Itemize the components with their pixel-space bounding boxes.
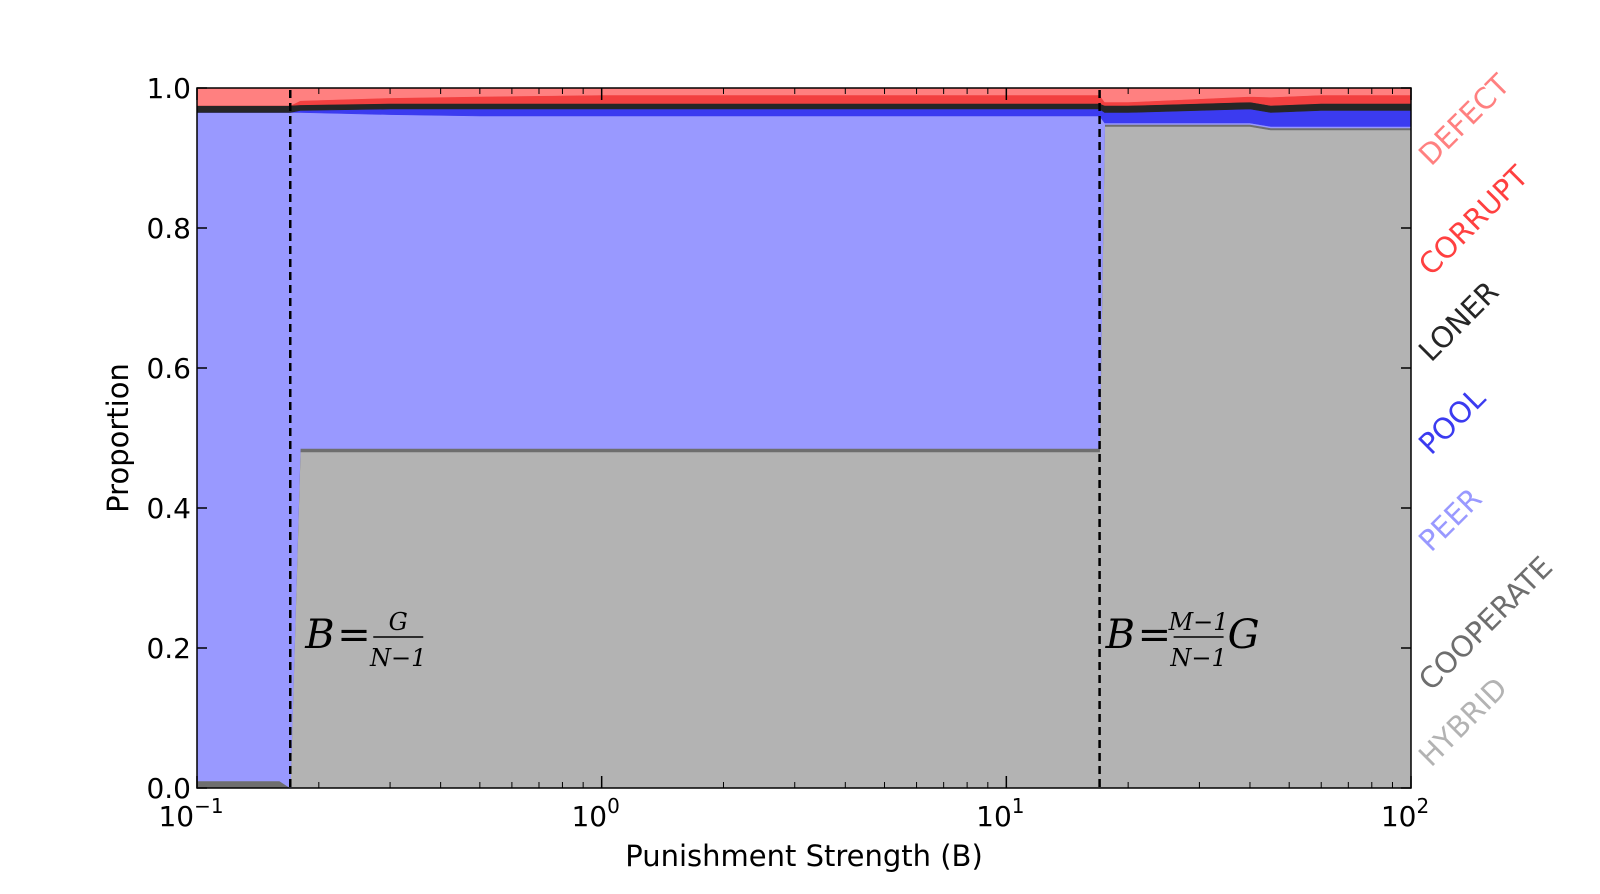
plot-frame (196, 87, 1412, 789)
y-tick-label: 0.2 (146, 632, 191, 665)
fraction-numerator: G (389, 608, 408, 636)
x-axis: 10−1 100 101 102 (158, 88, 1429, 833)
y-tick-label: 0.8 (146, 212, 191, 245)
threshold-annotation-2: B =M−1 N−1 G (1105, 608, 1260, 672)
legend-loner: LONER (1412, 275, 1505, 368)
annotation-lhs: B (1105, 612, 1135, 658)
fraction-numerator: M−1 (1168, 608, 1229, 636)
annotation-equals: = (1138, 612, 1172, 658)
x-tick-label: 102 (1381, 794, 1429, 833)
fraction-denominator: N−1 (1169, 644, 1226, 672)
x-tick-label: 100 (571, 794, 619, 833)
legend-corrupt: CORRUPT (1412, 159, 1535, 282)
annotation-equals: = (337, 612, 371, 658)
legend-peer: PEER (1412, 481, 1489, 558)
annotation-lhs: B (304, 612, 334, 658)
fraction-denominator: N−1 (369, 644, 426, 672)
x-tick-label: 101 (976, 794, 1024, 833)
area-layers (196, 87, 1412, 789)
annotation-suffix: G (1228, 612, 1260, 658)
legend-pool: POOL (1412, 381, 1492, 461)
threshold-annotation-1: B = G N−1 (304, 608, 426, 672)
legend: DEFECTCORRUPTLONERPOOLPEERCOOPERATEHYBRI… (1412, 67, 1559, 773)
y-tick-label: 1.0 (146, 72, 191, 105)
y-axis-title: Proportion (101, 363, 135, 513)
y-tick-label: 0.0 (146, 772, 191, 805)
y-tick-label: 0.6 (146, 352, 191, 385)
x-tick-label: 10−1 (158, 794, 223, 833)
annotations: B = GN−1 B =M−1N−1 G (304, 608, 1259, 672)
y-axis: 0.0 0.2 0.4 0.6 0.8 1.0 (146, 72, 1411, 805)
legend-defect: DEFECT (1412, 67, 1517, 172)
y-tick-label: 0.4 (146, 492, 191, 525)
x-axis-title: Punishment Strength (B) (625, 839, 983, 873)
